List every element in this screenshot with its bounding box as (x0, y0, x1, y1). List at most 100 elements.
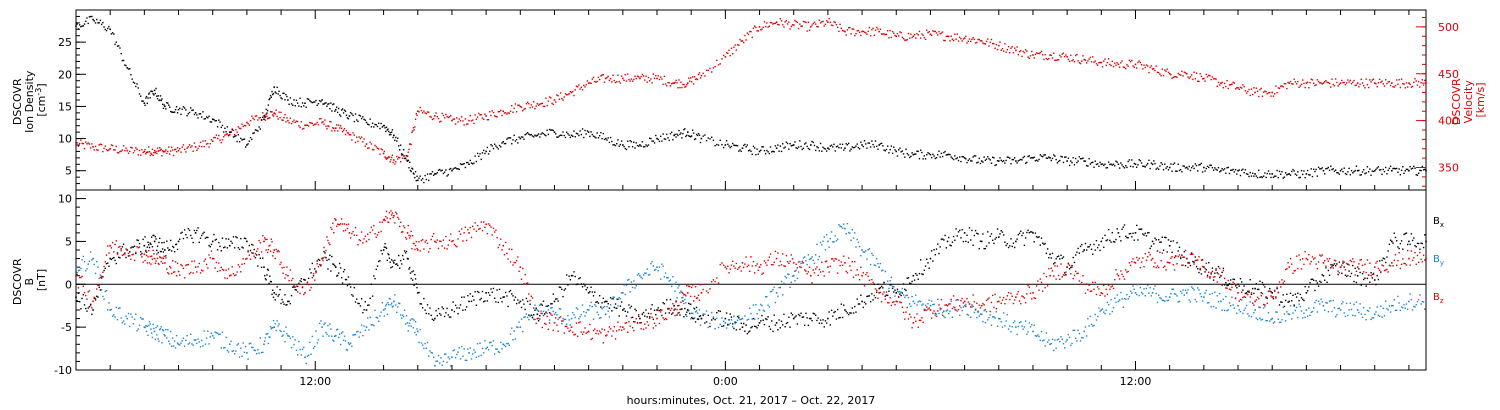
data-point (208, 146, 210, 148)
data-point (839, 143, 841, 145)
data-point (386, 129, 388, 131)
data-point (220, 266, 222, 269)
data-point (1377, 314, 1380, 316)
data-point (805, 142, 807, 144)
data-point (416, 114, 418, 117)
data-point (607, 75, 609, 78)
data-point (855, 246, 857, 248)
data-point (614, 303, 617, 305)
data-point (634, 308, 636, 310)
data-point (536, 309, 539, 311)
data-point (159, 149, 162, 151)
data-point (225, 269, 227, 271)
data-point (136, 246, 138, 248)
data-point (1306, 290, 1309, 292)
data-point (1096, 315, 1099, 318)
data-point (221, 268, 224, 271)
data-point (740, 318, 742, 320)
data-point (351, 113, 353, 115)
data-point (216, 137, 219, 140)
data-point (207, 142, 209, 145)
data-point (1302, 298, 1304, 301)
data-point (562, 131, 564, 133)
data-point (624, 147, 626, 150)
data-point (645, 272, 647, 274)
data-point (522, 110, 524, 112)
data-point (219, 333, 221, 335)
data-point (414, 118, 417, 120)
data-point (672, 82, 674, 84)
data-point (1107, 303, 1110, 306)
data-point (685, 135, 687, 138)
data-point (1101, 237, 1104, 239)
data-point (899, 31, 901, 33)
data-point (1383, 170, 1386, 173)
data-point (193, 229, 196, 232)
data-point (148, 246, 151, 249)
data-point (135, 313, 137, 315)
data-point (1136, 224, 1138, 227)
data-point (1078, 62, 1081, 64)
data-point (1034, 160, 1037, 162)
data-point (1057, 255, 1060, 257)
data-point (445, 113, 447, 116)
data-point (750, 150, 752, 153)
data-point (162, 330, 165, 332)
data-point (668, 139, 670, 142)
data-point (1101, 66, 1104, 68)
data-point (379, 315, 381, 317)
data-point (110, 144, 113, 146)
data-point (838, 146, 840, 149)
data-point (777, 23, 779, 26)
data-point (462, 309, 464, 311)
data-point (506, 138, 508, 140)
data-point (289, 302, 292, 305)
data-point (749, 149, 751, 151)
data-point (982, 233, 984, 235)
data-point (727, 323, 729, 325)
data-point (760, 149, 762, 151)
data-point (310, 122, 312, 124)
data-point (518, 321, 520, 323)
data-point (537, 317, 540, 320)
data-point (622, 144, 624, 146)
data-point (1035, 159, 1038, 161)
data-point (997, 236, 1000, 238)
data-point (210, 138, 213, 141)
data-point (955, 299, 957, 301)
data-point (1171, 251, 1173, 254)
data-point (382, 249, 385, 251)
data-point (564, 288, 567, 290)
data-point (1381, 259, 1383, 262)
data-point (888, 290, 890, 292)
data-point (459, 119, 462, 122)
data-point (1120, 291, 1122, 294)
data-point (162, 151, 165, 153)
data-point (1038, 52, 1040, 55)
data-point (120, 317, 122, 319)
data-point (1366, 277, 1369, 280)
data-point (525, 103, 528, 105)
data-point (540, 303, 542, 305)
data-point (358, 136, 360, 138)
data-point (1217, 301, 1220, 303)
data-point (1010, 47, 1012, 49)
data-point (816, 319, 818, 322)
data-point (91, 307, 93, 309)
data-point (1073, 329, 1076, 332)
data-point (1272, 297, 1275, 300)
data-point (1121, 298, 1123, 300)
data-point (949, 153, 951, 156)
data-point (692, 307, 695, 309)
data-point (89, 147, 92, 149)
data-point (145, 324, 147, 327)
data-point (1303, 312, 1305, 314)
data-point (192, 344, 194, 346)
data-point (197, 147, 199, 150)
data-point (1101, 308, 1104, 310)
data-point (484, 300, 486, 302)
data-point (252, 346, 254, 349)
data-point (478, 291, 480, 294)
data-point (1002, 234, 1005, 236)
data-point (1095, 163, 1098, 166)
